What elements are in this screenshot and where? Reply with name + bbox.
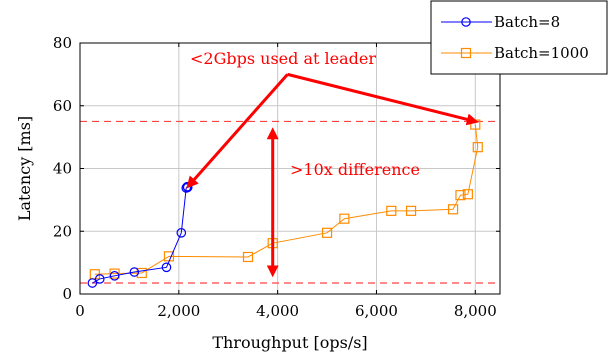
y-axis-title: Latency [ms] — [15, 116, 34, 221]
series-line — [94, 124, 479, 275]
y-tick-label: 20 — [53, 222, 72, 240]
data-point — [94, 274, 105, 284]
data-point — [109, 271, 120, 281]
data-point — [447, 204, 459, 215]
annotation-difference: >10x difference — [290, 160, 420, 179]
annotation-arrow-1 — [287, 72, 479, 126]
x-tick-label: 4,000 — [256, 302, 299, 320]
data-point — [129, 267, 140, 277]
data-point — [405, 205, 417, 216]
data-point — [339, 213, 350, 224]
legend-marker — [461, 17, 471, 27]
data-point — [87, 278, 98, 288]
annotation-arrows — [186, 72, 479, 278]
legend-label: Batch=1000 — [494, 44, 589, 62]
data-point — [136, 267, 147, 279]
data-point — [321, 227, 333, 238]
x-tick-label: 2,000 — [157, 302, 200, 320]
legend-item-1: Batch=1000 — [441, 44, 589, 62]
data-point — [109, 268, 120, 279]
data-point — [455, 190, 466, 201]
legend-marker — [460, 47, 472, 59]
x-tick-label: 8,000 — [454, 302, 497, 320]
x-axis-title: Throughput [ops/s] — [212, 333, 367, 352]
data-point — [242, 251, 254, 263]
annotation-bandwidth: <2Gbps used at leader — [190, 49, 376, 68]
data-point — [176, 228, 187, 238]
series-group — [87, 119, 483, 288]
data-point — [161, 262, 172, 273]
legend-box — [430, 0, 608, 75]
data-point — [386, 205, 397, 216]
axis-ticks: 0 2,000 4,000 6,000 8,000 0 20 40 60 80 — [53, 34, 500, 320]
y-tick-label: 80 — [53, 34, 72, 52]
data-point — [472, 142, 483, 153]
y-tick-label: 60 — [53, 97, 72, 115]
annotation-arrow-0 — [186, 73, 289, 189]
x-tick-label: 0 — [75, 302, 85, 320]
y-tick-label: 0 — [62, 285, 72, 303]
data-point — [462, 189, 473, 200]
legend-label: Batch=8 — [494, 13, 560, 31]
legend: Batch=8 Batch=1000 — [430, 0, 608, 75]
reference-lines — [80, 120, 500, 284]
series-0 — [87, 181, 193, 288]
y-tick-label: 40 — [53, 160, 72, 178]
series-1 — [89, 119, 483, 280]
x-tick-label: 6,000 — [355, 302, 398, 320]
legend-item-0: Batch=8 — [441, 13, 560, 31]
